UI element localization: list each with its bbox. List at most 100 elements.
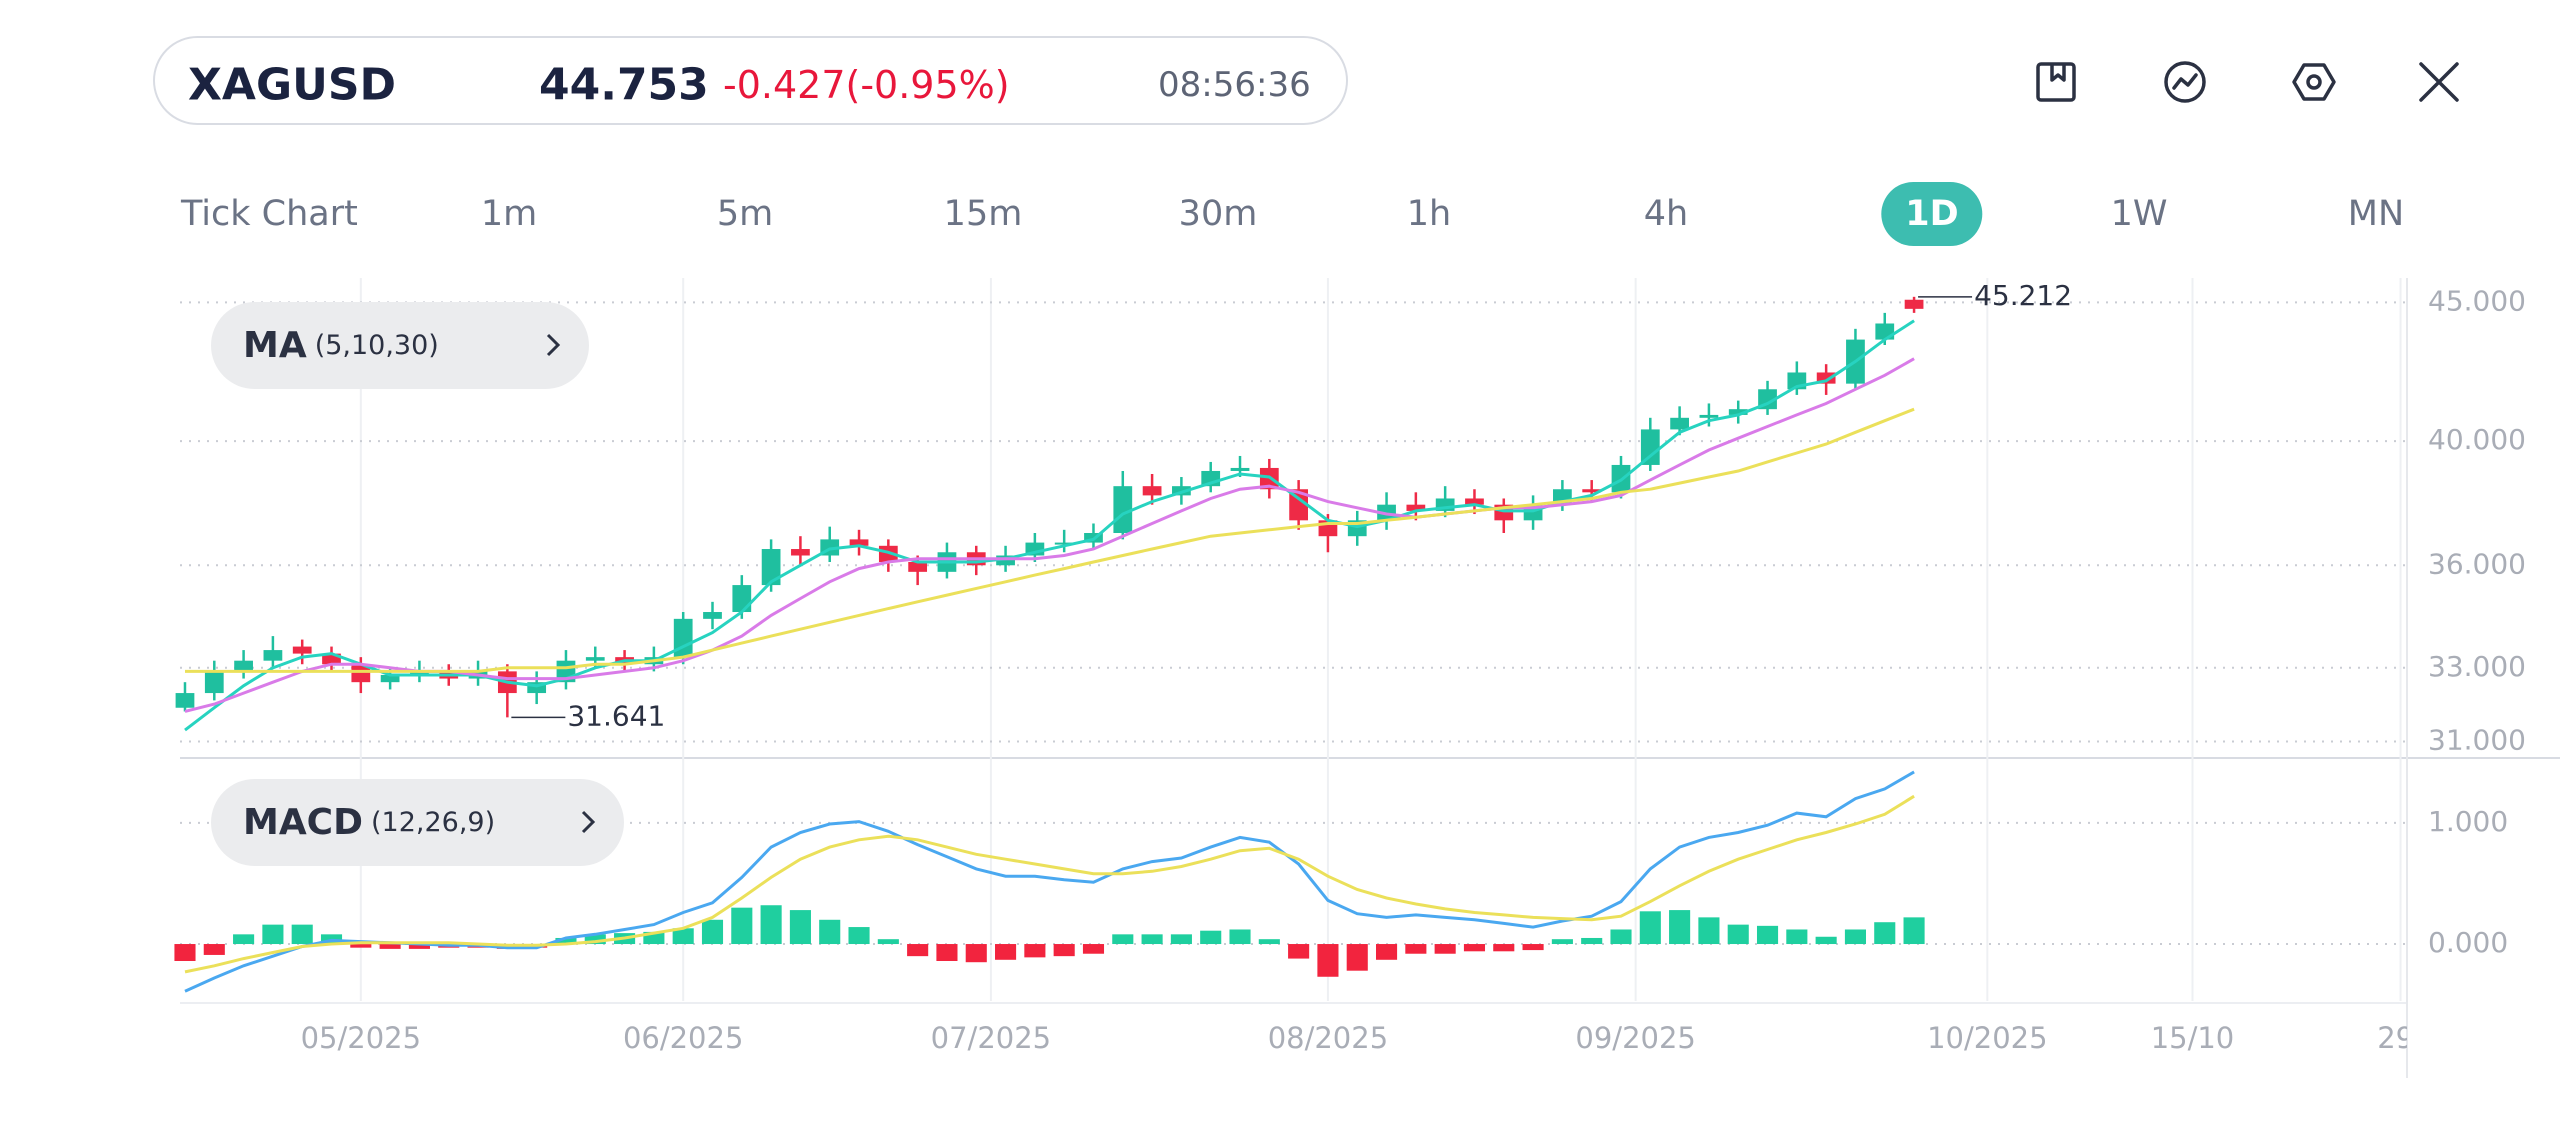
timeframe-tab[interactable]: 1W [2110, 194, 2168, 234]
histogram-bar [1581, 937, 1603, 945]
histogram-bar [1493, 944, 1515, 952]
timeframe-tab[interactable]: 15m [943, 194, 1023, 234]
histogram-bar [1727, 924, 1749, 945]
timeframe-tab[interactable]: 1h [1406, 194, 1452, 234]
indicator-name: MACD [243, 802, 363, 843]
candle-body [1113, 486, 1133, 533]
histogram-bar [1786, 929, 1808, 945]
histogram-bar [760, 905, 782, 945]
timeframe-tab[interactable]: 30m [1178, 194, 1258, 234]
x-tick-label: 08/2025 [1268, 1021, 1388, 1055]
candle-body [234, 660, 253, 672]
bookmark-button[interactable] [2032, 58, 2080, 106]
y-tick-label: 40.000 [2428, 423, 2526, 456]
indicator-button[interactable] [2161, 58, 2209, 106]
chevron [581, 810, 596, 834]
candle-body [1699, 414, 1719, 418]
settings-button[interactable] [2290, 58, 2338, 106]
histogram-bar [1522, 944, 1544, 951]
histogram-bar [1756, 925, 1779, 945]
histogram-bar [1405, 944, 1427, 954]
histogram-bar [1141, 934, 1163, 945]
candle-body [292, 646, 312, 654]
histogram-bar [408, 944, 430, 949]
candle-body [732, 585, 752, 613]
candle-body [1142, 486, 1162, 496]
histogram-bar [1112, 934, 1134, 945]
candle-body [849, 539, 869, 546]
clock: 08:56:36 [1158, 65, 1311, 105]
y-tick-label: 45.000 [2428, 284, 2526, 317]
moving-average-line [185, 407, 1915, 673]
histogram-bar [1170, 934, 1192, 945]
extreme-label: 31.641 [567, 699, 665, 732]
histogram-bar [1434, 944, 1456, 954]
histogram-bar [995, 944, 1017, 960]
price: 44.753 [539, 59, 709, 111]
histogram-bar [1463, 944, 1486, 952]
candle-body [527, 682, 547, 694]
histogram-bar [233, 934, 255, 945]
histogram-bar [1229, 929, 1251, 945]
histogram-bar [1200, 930, 1222, 945]
ma-indicator-chip[interactable]: MA (5,10,30) [211, 302, 589, 389]
timeframe-tab[interactable]: 1m [480, 194, 538, 234]
candle-body [1289, 489, 1309, 521]
timeframe-tab[interactable]: 5m [716, 194, 774, 234]
macd-indicator-chip[interactable]: MACD (12,26,9) [211, 779, 624, 866]
y-tick-label: 36.000 [2428, 547, 2526, 580]
candle-body [351, 664, 371, 683]
candle-body [322, 653, 341, 665]
timeframe-tab[interactable]: Tick Chart [181, 194, 358, 234]
candle-body [1465, 498, 1484, 505]
histogram-bar [1551, 939, 1573, 945]
histogram-bar [701, 919, 724, 945]
histogram-bar [1082, 944, 1105, 954]
y-tick-label: 0.000 [2428, 926, 2508, 959]
macd-line [184, 794, 1915, 974]
histogram-bar [1288, 944, 1310, 959]
histogram-bar [848, 927, 870, 945]
candle-body [263, 650, 283, 661]
chevron [546, 333, 561, 357]
candle-body [585, 657, 605, 661]
candle-body [908, 562, 928, 572]
candle-body [703, 612, 722, 619]
candle-body [1904, 299, 1924, 309]
y-tick-label: 33.000 [2428, 650, 2526, 683]
close-button[interactable] [2415, 58, 2463, 106]
histogram-bar [789, 910, 811, 945]
candle-body [996, 555, 1015, 566]
histogram-bar [936, 944, 958, 961]
price-change: -0.427(-0.95%) [723, 63, 1010, 107]
x-tick-label: 10/2025 [1927, 1021, 2047, 1055]
timeframe-tab[interactable]: MN [2347, 194, 2405, 234]
x-tick-label: 05/2025 [301, 1021, 421, 1055]
histogram-bar [1903, 917, 1925, 945]
histogram-bar [877, 939, 899, 945]
histogram-bar [1258, 939, 1280, 945]
histogram-bar [1346, 944, 1368, 971]
histogram-bar [1815, 936, 1837, 945]
histogram-bar [672, 928, 694, 945]
histogram-bar [291, 924, 313, 945]
x-tick-label: 09/2025 [1575, 1021, 1695, 1055]
timeframe-tab[interactable]: 4h [1643, 194, 1689, 234]
candle-body [1054, 542, 1074, 545]
candle-body [175, 693, 195, 708]
histogram-bar [174, 944, 196, 961]
histogram-bar [907, 944, 929, 957]
histogram-bar [1053, 944, 1075, 957]
timeframe-tab[interactable]: 1D [1881, 182, 1983, 246]
candle-body [204, 671, 224, 694]
histogram-bar [262, 924, 284, 945]
histogram-bar [379, 944, 401, 949]
y-tick-label: 1.000 [2428, 805, 2508, 838]
histogram-bar [350, 944, 372, 948]
histogram-bar [1844, 929, 1867, 945]
candle-body [1816, 372, 1836, 384]
candle-body [1728, 409, 1748, 415]
